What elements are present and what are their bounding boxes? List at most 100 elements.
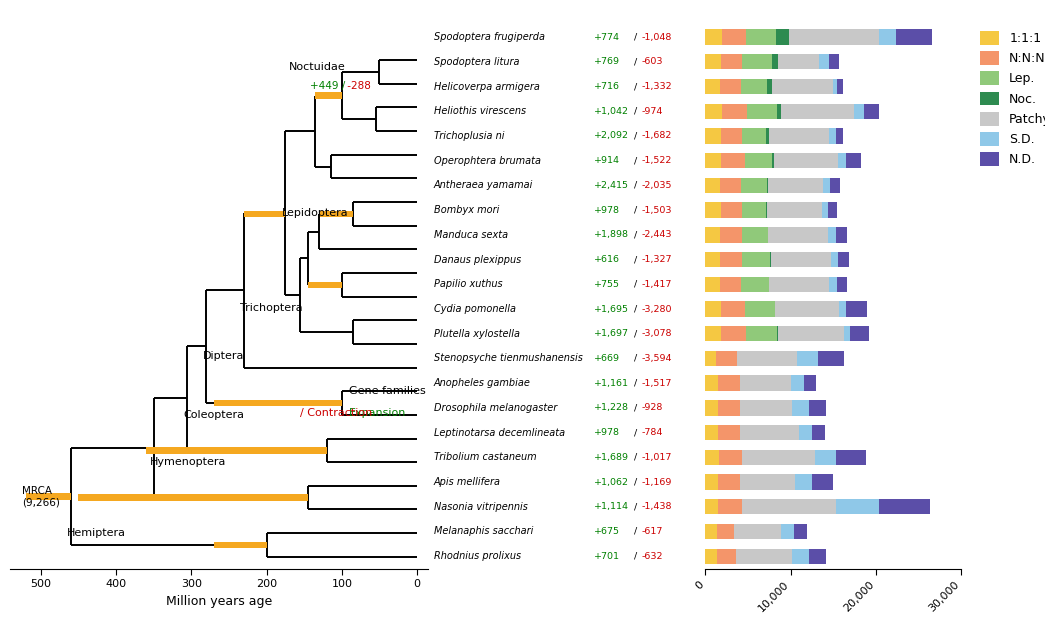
- Bar: [819, 54, 829, 69]
- Bar: [829, 129, 836, 143]
- Bar: [772, 54, 777, 69]
- Bar: [879, 499, 930, 514]
- Text: +1,898: +1,898: [594, 231, 629, 239]
- Bar: [839, 302, 846, 316]
- Bar: [771, 252, 831, 267]
- Text: +1,114: +1,114: [594, 502, 629, 511]
- Text: -784: -784: [642, 428, 663, 437]
- Bar: [720, 79, 741, 94]
- Bar: [742, 129, 766, 143]
- Text: /: /: [633, 379, 640, 387]
- Bar: [846, 153, 861, 168]
- Text: +769: +769: [594, 57, 620, 66]
- Text: Hymenoptera: Hymenoptera: [149, 457, 226, 467]
- Bar: [836, 227, 846, 242]
- Bar: [721, 54, 742, 69]
- Bar: [838, 153, 846, 168]
- Bar: [705, 54, 721, 69]
- Bar: [720, 252, 742, 267]
- Text: -1,503: -1,503: [642, 206, 672, 214]
- Text: -603: -603: [642, 57, 664, 66]
- Bar: [746, 326, 777, 341]
- Text: /: /: [633, 231, 640, 239]
- Text: -288: -288: [344, 82, 371, 91]
- Bar: [796, 351, 818, 366]
- Text: +1,228: +1,228: [594, 404, 629, 412]
- Bar: [745, 153, 772, 168]
- Text: /: /: [633, 206, 640, 214]
- Bar: [740, 475, 795, 489]
- Text: /: /: [633, 156, 640, 165]
- Bar: [836, 129, 843, 143]
- Text: -1,017: -1,017: [642, 453, 672, 462]
- Bar: [745, 302, 774, 316]
- Bar: [705, 79, 720, 94]
- Bar: [742, 227, 768, 242]
- Bar: [78, 494, 308, 501]
- Bar: [823, 178, 830, 193]
- Bar: [741, 178, 767, 193]
- Bar: [25, 493, 71, 500]
- Text: +1,042: +1,042: [594, 107, 629, 116]
- Bar: [718, 499, 742, 514]
- Bar: [746, 30, 776, 44]
- Text: Nasonia vitripennis: Nasonia vitripennis: [434, 502, 528, 512]
- X-axis label: Million years age: Million years age: [166, 595, 273, 607]
- Text: /: /: [633, 428, 640, 437]
- Bar: [812, 475, 834, 489]
- Text: / Contraction: / Contraction: [300, 407, 373, 418]
- Bar: [705, 524, 717, 539]
- Text: /: /: [633, 255, 640, 264]
- Text: Hemiptera: Hemiptera: [67, 528, 126, 538]
- Text: /: /: [633, 527, 640, 536]
- Text: Tribolium castaneum: Tribolium castaneum: [434, 452, 536, 462]
- Bar: [742, 203, 766, 218]
- Bar: [721, 129, 742, 143]
- Bar: [838, 252, 849, 267]
- Text: +1,689: +1,689: [594, 453, 629, 462]
- Bar: [717, 524, 735, 539]
- Bar: [836, 450, 866, 465]
- Bar: [844, 326, 851, 341]
- Text: -1,517: -1,517: [642, 379, 672, 387]
- Text: Expansion: Expansion: [349, 407, 407, 418]
- Text: +701: +701: [594, 552, 620, 561]
- Legend: 1:1:1, N:N:N, Lep., Noc., Patchy, S.D., N.D.: 1:1:1, N:N:N, Lep., Noc., Patchy, S.D., …: [980, 31, 1045, 166]
- Text: Heliothis virescens: Heliothis virescens: [434, 106, 526, 116]
- Bar: [794, 524, 807, 539]
- Text: +1,062: +1,062: [594, 478, 629, 486]
- Text: Trichoptera: Trichoptera: [240, 303, 303, 313]
- Text: +978: +978: [594, 428, 620, 437]
- Bar: [740, 400, 791, 415]
- Bar: [718, 400, 740, 415]
- Text: Gene families: Gene families: [349, 386, 426, 396]
- Text: +978: +978: [594, 206, 620, 214]
- Text: +755: +755: [594, 280, 620, 289]
- Bar: [767, 203, 822, 218]
- Bar: [721, 326, 746, 341]
- Bar: [846, 302, 867, 316]
- Bar: [705, 153, 721, 168]
- Bar: [736, 549, 791, 564]
- Bar: [243, 211, 285, 217]
- Text: -3,594: -3,594: [642, 354, 672, 363]
- Text: /: /: [633, 478, 640, 486]
- Text: /: /: [633, 354, 640, 363]
- Bar: [319, 211, 353, 217]
- Text: Noctuidae: Noctuidae: [288, 62, 346, 72]
- Text: +675: +675: [594, 527, 620, 536]
- Bar: [741, 79, 767, 94]
- Text: +1,695: +1,695: [594, 305, 629, 313]
- Bar: [705, 475, 718, 489]
- Bar: [214, 400, 342, 407]
- Text: Manduca sexta: Manduca sexta: [434, 230, 508, 240]
- Bar: [791, 549, 809, 564]
- Bar: [722, 104, 747, 119]
- Bar: [777, 54, 819, 69]
- Bar: [735, 524, 782, 539]
- Bar: [829, 277, 837, 292]
- Bar: [742, 499, 836, 514]
- Bar: [831, 252, 838, 267]
- Bar: [830, 178, 840, 193]
- Bar: [214, 541, 266, 548]
